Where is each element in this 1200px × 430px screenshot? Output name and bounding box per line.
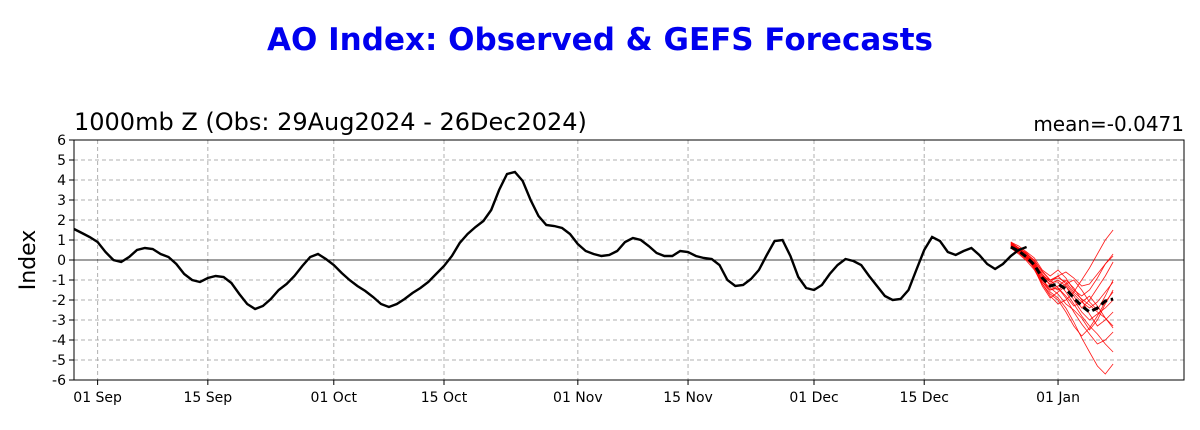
- y-tick-label: -2: [52, 293, 66, 309]
- x-tick-label: 01 Oct: [311, 390, 358, 406]
- y-tick-label: -1: [52, 273, 66, 289]
- chart-title: AO Index: Observed & GEFS Forecasts: [267, 22, 933, 58]
- chart-subtitle: 1000mb Z (Obs: 29Aug2024 - 26Dec2024): [74, 108, 587, 136]
- ensemble-member-line: [1010, 244, 1114, 321]
- x-tick-label: 01 Jan: [1036, 390, 1080, 406]
- observed-series-line: [73, 170, 1028, 311]
- y-tick-label: -4: [52, 333, 66, 349]
- x-tick-label: 01 Nov: [553, 390, 603, 406]
- ensemble-member-line: [1010, 241, 1114, 297]
- x-tick-label: 15 Nov: [663, 390, 713, 406]
- x-tick-label: 15 Oct: [421, 390, 468, 406]
- y-tick-label: -6: [52, 373, 66, 389]
- mean-value-label: mean=-0.0471: [1033, 112, 1184, 136]
- y-axis-label: Index: [16, 230, 41, 291]
- ensemble-members: [1010, 229, 1114, 375]
- y-tick-label: 3: [57, 193, 66, 209]
- y-tick-label: 1: [57, 233, 66, 249]
- ensemble-member-line: [1010, 243, 1114, 309]
- y-tick-label: 4: [57, 173, 66, 189]
- y-tick-label: 5: [57, 153, 66, 169]
- y-axis: 6 5 4 3 2 1 0 -1 -2 -3 -4 -5 -6: [52, 133, 74, 389]
- x-axis: 01 Sep 15 Sep 01 Oct 15 Oct 01 Nov 15 Nov 01 D…: [73, 380, 1080, 406]
- y-tick-label: 0: [57, 253, 66, 269]
- ensemble-member-line: [1010, 245, 1114, 329]
- y-tick-label: -5: [52, 353, 66, 369]
- x-tick-label: 01 Dec: [789, 390, 838, 406]
- x-tick-label: 15 Sep: [184, 390, 233, 406]
- y-tick-label: 6: [57, 133, 66, 149]
- y-tick-label: -3: [52, 313, 66, 329]
- x-tick-label: 01 Sep: [73, 390, 122, 406]
- ensemble-member-line: [1010, 247, 1114, 337]
- ensemble-mean-line: [1010, 245, 1114, 314]
- y-tick-label: 2: [57, 213, 66, 229]
- x-tick-label: 15 Dec: [900, 390, 949, 406]
